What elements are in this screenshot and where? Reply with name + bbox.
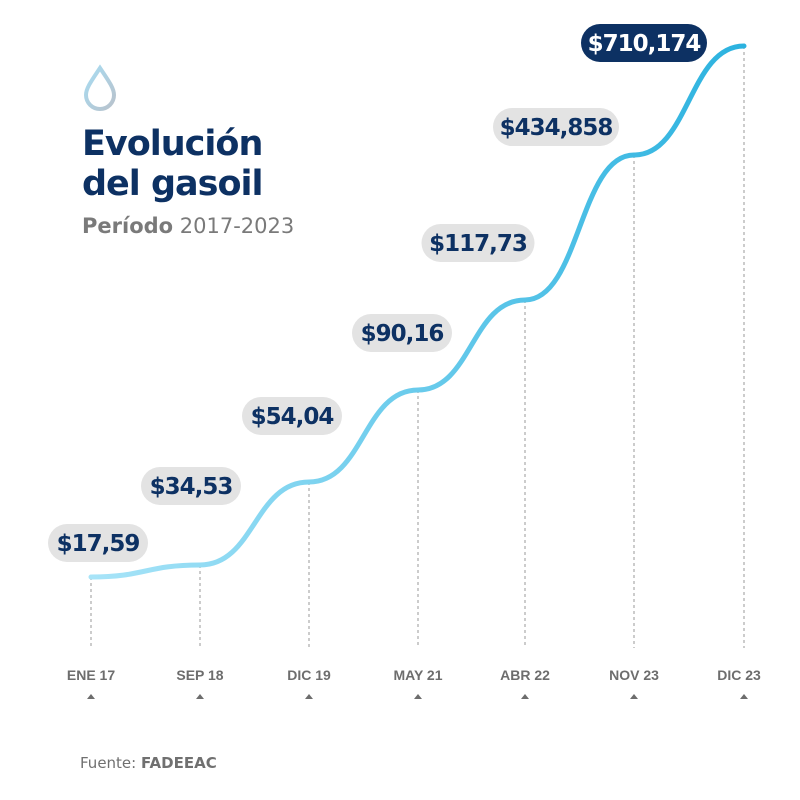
tick-marker-icon [196,694,204,699]
data-label-pill [48,524,148,562]
tick-marker-icon [740,694,748,699]
droplet-icon [83,64,117,111]
x-tick-label: DIC 23 [717,667,761,683]
data-label-pill [421,224,535,262]
data-label: $434,858 [500,115,613,141]
data-label: $34,53 [150,474,233,500]
source-name: FADEEAC [141,754,217,772]
data-label-pill [493,108,619,146]
x-tick-label: SEP 18 [176,667,223,683]
x-tick-label: MAY 21 [393,667,442,683]
data-label-pill [242,397,342,435]
period-range: 2017-2023 [179,214,295,238]
data-label: $710,174 [588,31,701,57]
x-tick-label: ABR 22 [500,667,550,683]
data-label-pill [581,24,707,62]
series-line [88,43,747,580]
data-label: $54,04 [251,404,334,430]
title-line-2: del gasoil [82,164,264,204]
chart-title: Evolución del gasoil [82,124,264,204]
data-label-pill [141,467,241,505]
title-line-1: Evolución [82,124,263,164]
period-label: Período [82,214,174,238]
tick-marker-icon [521,694,529,699]
source-label: Fuente: [80,754,137,772]
data-label: $117,73 [429,231,527,257]
data-label-pill [352,314,452,352]
tick-marker-icon [414,694,422,699]
source-note: Fuente: FADEEAC [80,754,217,772]
tick-marker-icon [305,694,313,699]
x-tick-label: NOV 23 [609,667,659,683]
data-label: $90,16 [361,321,444,347]
chart-subtitle: Período 2017-2023 [82,214,294,238]
tick-marker-icon [630,694,638,699]
x-tick-label: ENE 17 [67,667,115,683]
tick-marker-icon [87,694,95,699]
x-tick-label: DIC 19 [287,667,331,683]
data-label: $17,59 [57,531,140,557]
